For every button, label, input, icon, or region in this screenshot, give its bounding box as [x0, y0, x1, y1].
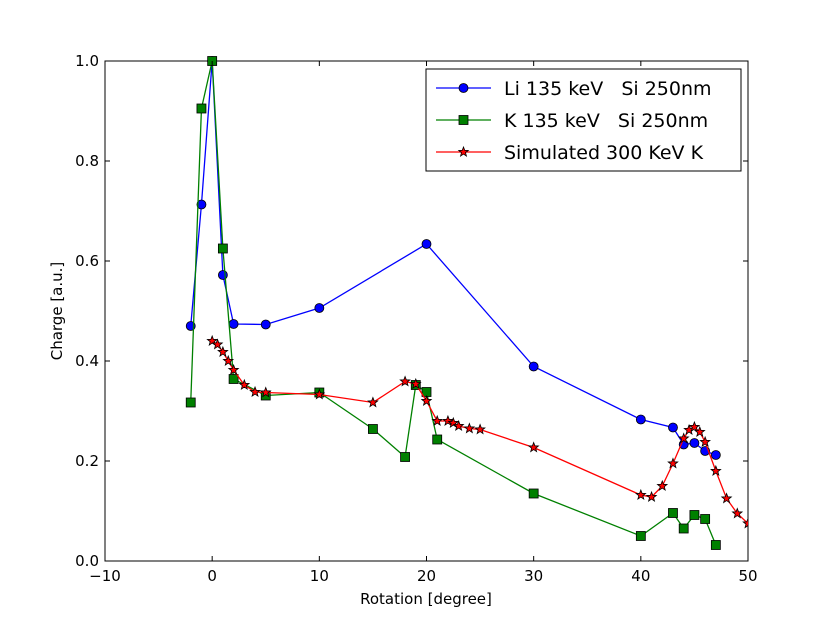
- x-tick-label: 50: [738, 567, 757, 585]
- x-tick-label: 40: [631, 567, 650, 585]
- x-axis-label: Rotation [degree]: [360, 590, 492, 608]
- data-point: [463, 422, 476, 434]
- data-point: [668, 508, 678, 518]
- data-point: [314, 303, 325, 313]
- data-point: [447, 416, 460, 428]
- data-point: [196, 199, 207, 210]
- y-tick-label: 0.0: [75, 552, 99, 570]
- x-tick-label: 30: [524, 567, 543, 585]
- y-axis-ticks: 0.0 0.2 0.4 0.6 0.8 1.0: [75, 52, 748, 570]
- data-point: [710, 464, 722, 476]
- legend: Li 135 keV Si 250nm K 135 keV Si 250nm Sim…: [425, 68, 742, 172]
- data-point: [206, 334, 219, 346]
- data-point: [693, 425, 706, 437]
- y-tick-label: 0.4: [75, 352, 99, 370]
- data-point: [211, 338, 224, 350]
- y-tick-label: 0.2: [75, 452, 99, 470]
- data-point: [742, 517, 748, 529]
- data-point: [259, 386, 272, 398]
- x-axis-ticks: −10 0 10 20 30 40 50: [89, 61, 758, 585]
- data-point: [367, 396, 379, 408]
- data-point: [421, 239, 432, 249]
- series-3: [206, 334, 748, 529]
- data-point: [228, 319, 239, 329]
- data-point: [689, 510, 700, 520]
- data-point: [368, 424, 378, 434]
- data-point: [700, 514, 711, 524]
- data-point: [689, 438, 700, 448]
- data-point: [527, 441, 540, 453]
- data-point: [217, 270, 228, 280]
- legend-marker: [458, 115, 469, 125]
- data-point: [710, 540, 721, 550]
- data-point: [731, 507, 744, 519]
- data-point: [699, 435, 711, 447]
- data-point: [528, 361, 539, 372]
- data-point: [452, 419, 465, 431]
- y-tick-label: 0.6: [75, 252, 99, 270]
- data-point: [678, 523, 689, 534]
- data-point: [217, 345, 229, 357]
- data-point: [635, 531, 646, 541]
- data-point: [313, 388, 326, 400]
- data-point: [431, 414, 444, 426]
- data-point: [528, 488, 539, 499]
- data-point: [634, 488, 647, 500]
- data-point: [432, 434, 443, 445]
- data-point: [688, 420, 701, 432]
- data-point: [645, 490, 658, 502]
- x-tick-label: 0: [207, 567, 217, 585]
- data-point: [260, 319, 271, 330]
- x-tick-label: 20: [417, 567, 436, 585]
- data-point: [710, 450, 721, 460]
- data-point: [227, 363, 240, 375]
- data-point: [720, 492, 733, 504]
- data-point: [409, 377, 422, 389]
- series-1: [185, 56, 721, 460]
- legend-label: Li 135 keV Si 250nm: [504, 78, 712, 100]
- legend-label: K 135 keV Si 250nm: [504, 110, 708, 132]
- data-point: [668, 422, 678, 433]
- legend-marker: [458, 83, 469, 93]
- data-point: [656, 479, 669, 491]
- data-point: [238, 378, 251, 390]
- data-point: [399, 375, 411, 387]
- data-point: [228, 374, 239, 384]
- data-point: [222, 354, 235, 366]
- data-point: [442, 414, 454, 426]
- data-point: [217, 243, 228, 254]
- data-point: [249, 385, 261, 397]
- data-point: [677, 432, 690, 444]
- data-point: [185, 397, 196, 408]
- legend-marker: [457, 145, 470, 157]
- data-point: [196, 103, 207, 114]
- data-point: [474, 423, 486, 435]
- data-point: [420, 394, 433, 406]
- series-line: [211, 340, 748, 524]
- x-tick-label: 10: [310, 567, 329, 585]
- y-tick-label: 0.8: [75, 152, 99, 170]
- legend-label: Simulated 300 KeV K: [504, 142, 704, 164]
- data-point: [635, 414, 646, 425]
- y-axis-label: Charge [a.u.]: [48, 262, 66, 361]
- data-point: [667, 457, 679, 469]
- data-point: [400, 452, 410, 462]
- x-tick-label: −10: [89, 567, 121, 585]
- plot-area: [104, 56, 749, 562]
- y-tick-label: 1.0: [75, 52, 99, 70]
